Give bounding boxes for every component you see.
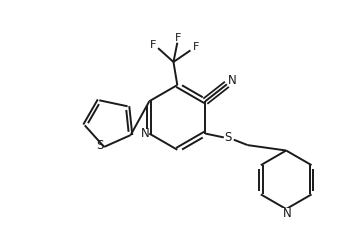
Text: F: F [193,42,199,52]
Text: N: N [141,127,150,140]
Text: N: N [283,207,292,220]
Text: N: N [228,73,237,87]
Text: S: S [225,131,232,144]
Text: S: S [96,139,103,152]
Text: F: F [175,33,181,43]
Text: F: F [150,40,156,50]
